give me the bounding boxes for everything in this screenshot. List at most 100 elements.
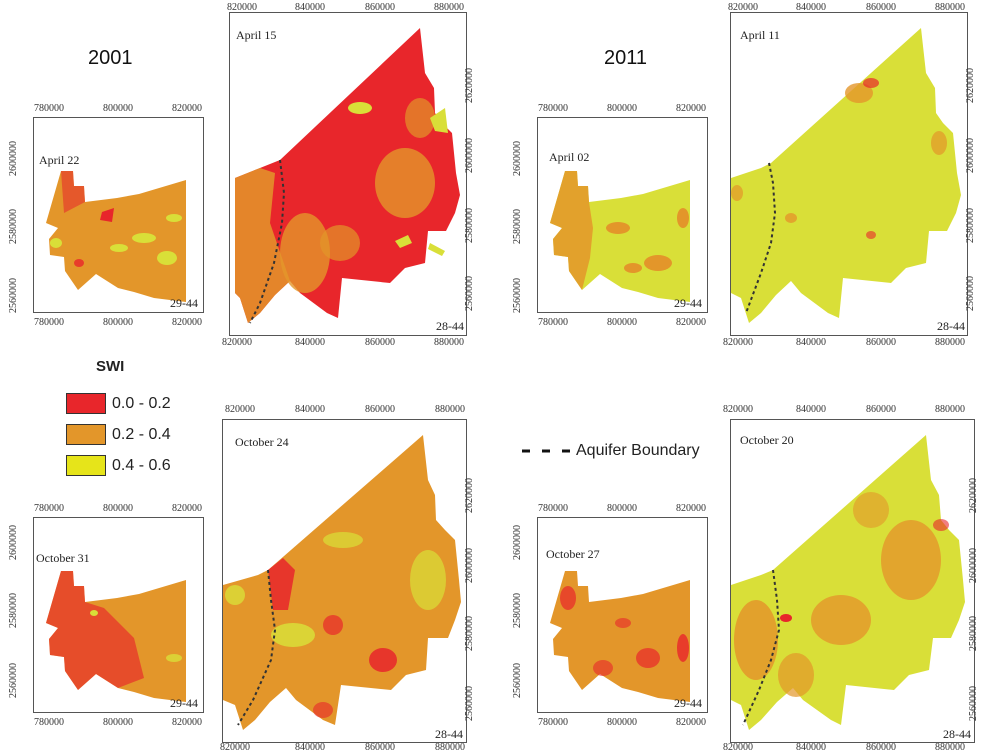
x-tick: 800000: [607, 717, 637, 728]
x-tick: 820000: [222, 337, 252, 348]
scene-code: 29-44: [170, 696, 198, 710]
map-panel-april-02: 780000 800000 820000 April 02 29-44 7800…: [504, 95, 719, 335]
x-tick: 840000: [796, 337, 826, 348]
x-tick: 820000: [728, 2, 758, 13]
scene-code: 28-44: [943, 727, 971, 741]
x-tick: 800000: [607, 317, 637, 328]
x-tick: 780000: [538, 503, 568, 514]
map-frame: [730, 419, 975, 743]
x-tick: 780000: [34, 103, 64, 114]
y-tick: 2620000: [464, 68, 475, 103]
x-tick: 840000: [796, 2, 826, 13]
map-frame: [229, 12, 467, 336]
y-tick: 2600000: [8, 525, 19, 560]
date-label: October 20: [740, 433, 794, 447]
x-tick: 840000: [796, 404, 826, 415]
date-label: April 11: [740, 28, 780, 42]
legend-label: 0.4 - 0.6: [112, 456, 171, 474]
swi-map-large: [235, 28, 460, 324]
legend-title: SWI: [96, 358, 125, 375]
x-tick: 860000: [866, 404, 896, 415]
x-tick: 820000: [676, 717, 706, 728]
x-tick: 820000: [676, 317, 706, 328]
x-tick: 800000: [103, 503, 133, 514]
x-tick: 880000: [435, 404, 465, 415]
y-tick: 2620000: [965, 68, 976, 103]
x-tick: 860000: [866, 2, 896, 13]
x-tick: 880000: [935, 337, 965, 348]
y-tick: 2600000: [464, 548, 475, 583]
scene-code: 28-44: [937, 319, 965, 333]
y-tick: 2580000: [464, 616, 475, 651]
map-frame: [33, 117, 204, 313]
legend-label: 0.0 - 0.2: [112, 394, 171, 412]
x-tick: 820000: [723, 337, 753, 348]
x-tick: 800000: [103, 717, 133, 728]
date-label: April 15: [236, 28, 277, 42]
x-tick: 880000: [935, 742, 965, 753]
year-heading-2011: 2011: [604, 47, 648, 69]
map-panel-april-22: 780000 800000 820000 April 22 29-44 7800…: [0, 95, 215, 335]
y-tick: 2620000: [464, 478, 475, 513]
y-tick: 2560000: [512, 278, 523, 313]
x-tick: 820000: [172, 103, 202, 114]
x-tick: 880000: [435, 742, 465, 753]
map-frame: [537, 117, 708, 313]
x-tick: 860000: [365, 337, 395, 348]
y-tick: 2580000: [8, 593, 19, 628]
y-tick: 2560000: [464, 276, 475, 311]
map-panel-october-31: 780000 800000 820000 October 31 29-44 78…: [0, 495, 215, 735]
x-tick: 800000: [103, 103, 133, 114]
y-tick: 2580000: [8, 209, 19, 244]
legend-label: 0.2 - 0.4: [112, 425, 171, 443]
x-tick: 840000: [295, 337, 325, 348]
aquifer-label: Aquifer Boundary: [576, 442, 700, 459]
y-tick: 2600000: [464, 138, 475, 173]
legend-item-mid: 0.2 - 0.4: [66, 424, 171, 445]
x-tick: 880000: [434, 337, 464, 348]
y-tick: 2620000: [968, 478, 979, 513]
swatch-orange: [66, 424, 106, 445]
date-label: October 27: [546, 547, 600, 561]
x-tick: 820000: [172, 717, 202, 728]
y-tick: 2600000: [512, 525, 523, 560]
scene-code: 28-44: [435, 727, 463, 741]
aquifer-boundary-legend: Aquifer Boundary: [520, 442, 700, 460]
y-tick: 2560000: [8, 663, 19, 698]
y-tick: 2560000: [965, 276, 976, 311]
dashed-line-icon: [522, 449, 570, 453]
legend-item-high: 0.4 - 0.6: [66, 455, 171, 476]
swatch-yellow: [66, 455, 106, 476]
x-tick: 820000: [227, 2, 257, 13]
x-tick: 860000: [365, 404, 395, 415]
x-tick: 860000: [365, 742, 395, 753]
swi-map-small: [550, 171, 690, 302]
swi-map-small: [46, 571, 186, 702]
y-tick: 2560000: [8, 278, 19, 313]
map-frame: [33, 517, 204, 713]
x-tick: 840000: [295, 404, 325, 415]
x-tick: 820000: [172, 317, 202, 328]
map-panel-april-15: 820000 840000 860000 880000 April 15 28-…: [222, 0, 502, 350]
legend-item-low: 0.0 - 0.2: [66, 393, 171, 414]
y-tick: 2600000: [8, 141, 19, 176]
x-tick: 880000: [935, 2, 965, 13]
x-tick: 800000: [607, 503, 637, 514]
x-tick: 840000: [796, 742, 826, 753]
x-tick: 880000: [935, 404, 965, 415]
date-label: April 02: [549, 150, 590, 164]
date-label: October 24: [235, 435, 289, 449]
y-tick: 2580000: [512, 593, 523, 628]
x-tick: 800000: [607, 103, 637, 114]
y-tick: 2560000: [512, 663, 523, 698]
x-tick: 820000: [676, 103, 706, 114]
scene-code: 29-44: [170, 296, 198, 310]
scene-code: 29-44: [674, 296, 702, 310]
date-label: April 22: [39, 153, 80, 167]
map-panel-october-27: 780000 800000 820000 October 27 29-44 78…: [504, 495, 719, 735]
map-frame: [537, 517, 708, 713]
x-tick: 820000: [723, 742, 753, 753]
x-tick: 880000: [434, 2, 464, 13]
x-tick: 820000: [676, 503, 706, 514]
x-tick: 780000: [538, 103, 568, 114]
